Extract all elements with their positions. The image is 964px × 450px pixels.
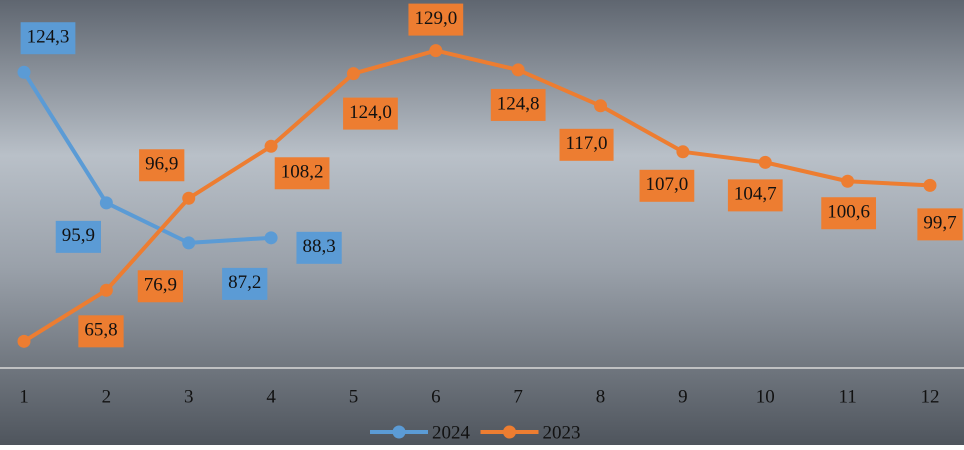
point <box>99 196 113 210</box>
x-tick-label: 1 <box>19 386 29 407</box>
point <box>594 99 608 113</box>
data-label-box <box>559 128 614 161</box>
point <box>182 236 196 250</box>
data-label-box <box>408 3 464 36</box>
data-label-box <box>490 88 546 121</box>
point <box>758 155 772 169</box>
data-label-box <box>55 220 101 253</box>
x-tick-label: 12 <box>921 386 940 407</box>
data-label: 88,3 <box>302 236 335 257</box>
point <box>346 67 360 81</box>
point <box>429 44 443 58</box>
x-tick-label: 4 <box>266 386 276 407</box>
data-label: 100,6 <box>827 202 870 223</box>
point <box>264 231 278 245</box>
data-label-box <box>222 267 268 300</box>
data-label: 65,8 <box>84 320 117 341</box>
x-tick-label: 8 <box>596 386 606 407</box>
point <box>99 283 113 297</box>
point <box>841 174 855 188</box>
data-label: 124,8 <box>497 93 540 114</box>
data-label-box <box>137 270 183 303</box>
data-label-box <box>20 22 76 55</box>
legend-marker <box>503 425 516 439</box>
point <box>17 65 31 79</box>
data-label: 95,9 <box>62 225 95 246</box>
data-label: 104,7 <box>734 184 777 205</box>
x-tick-label: 9 <box>678 386 688 407</box>
x-tick-label: 2 <box>102 386 112 407</box>
data-label-box <box>727 179 783 212</box>
point <box>676 145 690 159</box>
legend-label: 2023 <box>543 422 581 443</box>
data-label-box <box>139 149 185 182</box>
data-label: 108,2 <box>281 162 324 183</box>
data-label-box <box>78 315 124 348</box>
point <box>511 63 525 77</box>
point <box>264 139 278 153</box>
x-tick-label: 7 <box>513 386 523 407</box>
data-label: 107,0 <box>646 174 689 195</box>
x-tick-label: 3 <box>184 386 194 407</box>
data-label-box <box>821 197 877 230</box>
x-tick-label: 10 <box>756 386 775 407</box>
series-line <box>22 71 272 245</box>
data-label-box <box>296 231 342 264</box>
data-label: 124,3 <box>27 27 70 48</box>
legend-label: 2024 <box>432 422 471 443</box>
data-label-box <box>343 97 398 130</box>
x-tick-label: 6 <box>431 386 441 407</box>
data-label-box <box>917 208 963 241</box>
point <box>182 191 196 205</box>
series-line <box>22 48 931 344</box>
data-label: 117,0 <box>566 133 608 154</box>
data-label: 124,0 <box>349 102 392 123</box>
x-tick-label: 5 <box>349 386 359 407</box>
data-label: 129,0 <box>414 8 457 29</box>
data-label: 96,9 <box>145 154 178 175</box>
legend-marker <box>392 425 406 439</box>
x-tick-label: 11 <box>838 386 856 407</box>
point <box>923 178 937 192</box>
data-label: 99,7 <box>923 213 956 234</box>
data-label-box <box>274 157 330 190</box>
data-label-box <box>639 169 695 202</box>
data-label: 76,9 <box>144 275 177 296</box>
point <box>17 334 31 348</box>
data-label: 87,2 <box>228 272 261 293</box>
